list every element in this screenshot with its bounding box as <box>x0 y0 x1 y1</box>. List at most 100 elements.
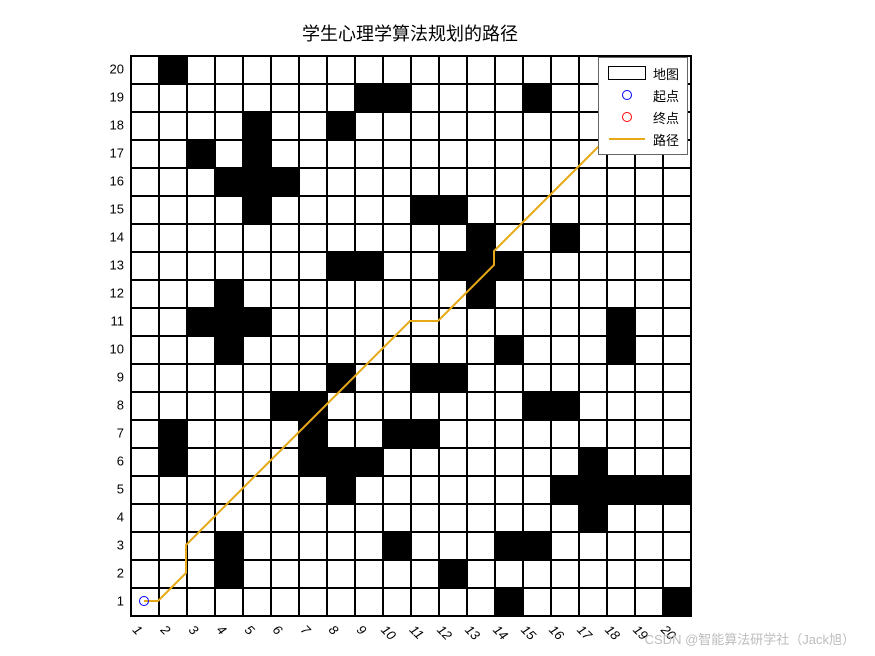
grid-cell <box>243 56 271 84</box>
grid-cell <box>159 112 187 140</box>
obstacle-cell <box>383 84 411 112</box>
grid-cell <box>439 476 467 504</box>
grid-cell <box>495 476 523 504</box>
grid-cell <box>299 252 327 280</box>
grid-cell <box>159 476 187 504</box>
grid-cell <box>215 476 243 504</box>
grid-cell <box>355 504 383 532</box>
grid-cell <box>523 196 551 224</box>
grid-cell <box>327 140 355 168</box>
grid-cell <box>467 84 495 112</box>
grid-cell <box>411 448 439 476</box>
grid-cell <box>551 84 579 112</box>
grid-cell <box>187 168 215 196</box>
grid-cell <box>411 560 439 588</box>
legend-rect-icon <box>607 66 647 80</box>
legend-label: 起点 <box>653 86 679 105</box>
grid-cell <box>243 448 271 476</box>
grid-cell <box>551 336 579 364</box>
grid-cell <box>159 588 187 616</box>
grid-cell <box>439 392 467 420</box>
grid-cell <box>187 84 215 112</box>
grid-cell <box>523 112 551 140</box>
grid-cell <box>383 336 411 364</box>
grid-cell <box>327 420 355 448</box>
grid-cell <box>495 504 523 532</box>
grid-cell <box>327 392 355 420</box>
grid-cell <box>383 588 411 616</box>
obstacle-cell <box>523 392 551 420</box>
grid-cell <box>411 280 439 308</box>
grid-cell <box>663 168 691 196</box>
grid-cell <box>607 504 635 532</box>
grid-cell <box>411 112 439 140</box>
grid-cell <box>495 364 523 392</box>
grid-cell <box>467 420 495 448</box>
obstacle-cell <box>243 168 271 196</box>
grid-cell <box>187 280 215 308</box>
grid-cell <box>355 168 383 196</box>
grid-cell <box>131 112 159 140</box>
grid-cell <box>271 448 299 476</box>
grid-cell <box>159 504 187 532</box>
grid-cell <box>299 364 327 392</box>
grid-cell <box>299 140 327 168</box>
grid-cell <box>187 252 215 280</box>
grid-cell <box>439 504 467 532</box>
grid-cell <box>383 224 411 252</box>
grid-cell <box>299 504 327 532</box>
grid-cell <box>243 336 271 364</box>
grid-cell <box>411 56 439 84</box>
grid-cell <box>607 392 635 420</box>
grid-cell <box>439 280 467 308</box>
grid-cell <box>635 252 663 280</box>
x-tick: 4 <box>214 622 230 638</box>
grid-cell <box>187 476 215 504</box>
grid-cell <box>551 448 579 476</box>
obstacle-cell <box>159 56 187 84</box>
grid-cell <box>131 252 159 280</box>
obstacle-cell <box>411 364 439 392</box>
y-tick: 3 <box>100 538 124 553</box>
grid-cell <box>551 112 579 140</box>
grid-cell <box>467 588 495 616</box>
legend-item: 起点 <box>607 84 679 106</box>
grid-cell <box>299 280 327 308</box>
grid-cell <box>663 504 691 532</box>
grid-cell <box>243 364 271 392</box>
obstacle-cell <box>607 476 635 504</box>
legend-label: 终点 <box>653 108 679 127</box>
y-tick: 15 <box>100 202 124 217</box>
grid-cell <box>243 476 271 504</box>
grid-cell <box>215 420 243 448</box>
obstacle-cell <box>159 448 187 476</box>
grid-cell <box>271 560 299 588</box>
y-tick: 1 <box>100 594 124 609</box>
x-tick: 15 <box>518 622 539 643</box>
grid-cell <box>439 168 467 196</box>
grid-cell <box>523 420 551 448</box>
obstacle-cell <box>495 588 523 616</box>
grid-cell <box>523 448 551 476</box>
obstacle-cell <box>271 392 299 420</box>
grid-cell <box>187 504 215 532</box>
grid-cell <box>439 224 467 252</box>
y-tick: 19 <box>100 90 124 105</box>
grid-cell <box>467 364 495 392</box>
grid-cell <box>439 588 467 616</box>
start-marker <box>139 596 149 606</box>
grid-cell <box>131 560 159 588</box>
grid-cell <box>663 364 691 392</box>
grid-cell <box>411 532 439 560</box>
grid-cell <box>551 56 579 84</box>
legend-circle-icon <box>607 88 647 102</box>
grid-cell <box>215 252 243 280</box>
grid-cell <box>187 336 215 364</box>
grid-cell <box>355 308 383 336</box>
obstacle-cell <box>467 280 495 308</box>
grid-cell <box>215 364 243 392</box>
grid-cell <box>635 392 663 420</box>
obstacle-cell <box>551 392 579 420</box>
grid-cell <box>607 420 635 448</box>
y-axis: 1234567891011121314151617181920 <box>100 55 128 615</box>
